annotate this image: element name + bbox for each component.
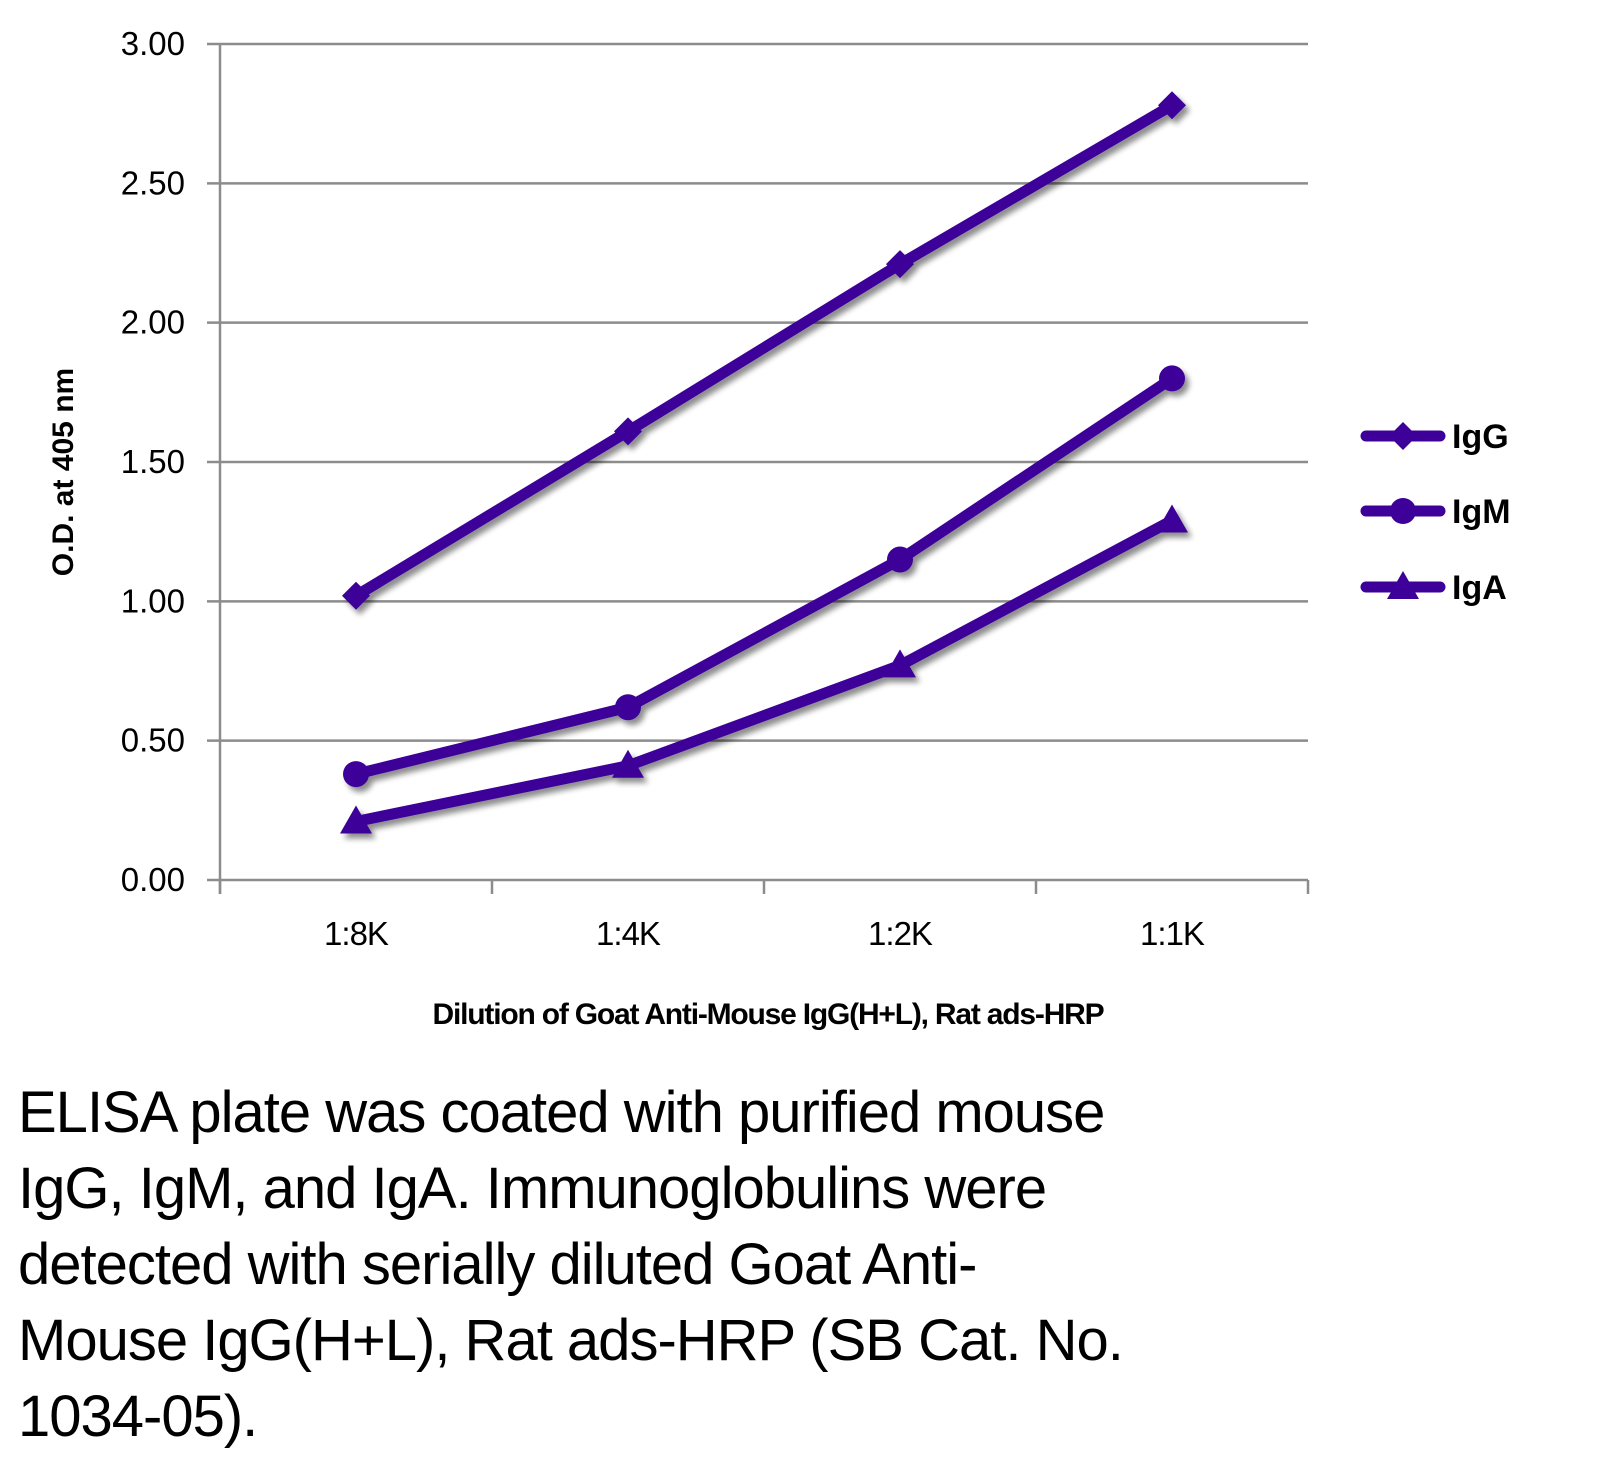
marker-circle — [1159, 365, 1185, 392]
series-group — [340, 91, 1188, 834]
y-tick-label: 2.50 — [121, 164, 185, 201]
figure-caption: ELISA plate was coated with purified mou… — [18, 1080, 1124, 1449]
x-tick-labels: 1:8K 1:4K 1:2K 1:1K — [324, 915, 1206, 952]
marker-diamond — [1158, 91, 1186, 120]
legend-item-igg: IgG — [1360, 418, 1509, 456]
y-tick-label: 3.00 — [121, 25, 185, 62]
y-tick-label: 2.00 — [121, 304, 185, 341]
y-axis-title: O.D. at 405 nm — [47, 368, 80, 576]
marker-triangle — [1156, 504, 1188, 533]
legend-label: IgM — [1452, 493, 1511, 531]
marker-diamond — [886, 250, 914, 279]
series-igg — [342, 91, 1186, 610]
gridlines — [207, 42, 1308, 882]
legend: IgG IgM IgA — [1360, 418, 1511, 607]
legend-item-igm: IgM — [1360, 493, 1511, 531]
marker-triangle — [1387, 571, 1419, 599]
marker-circle — [1390, 498, 1416, 524]
series-line — [350, 515, 1178, 827]
x-tick-label: 1:4K — [596, 915, 661, 952]
marker-circle — [615, 694, 641, 721]
x-axis-title: Dilution of Goat Anti-Mouse IgG(H+L), Ra… — [433, 998, 1104, 1031]
series-igm — [343, 365, 1185, 788]
marker-diamond — [342, 581, 370, 610]
legend-item-iga: IgA — [1360, 569, 1507, 607]
legend-label: IgG — [1452, 418, 1509, 456]
x-tick-label: 1:1K — [1140, 915, 1205, 952]
marker-diamond — [614, 417, 642, 446]
legend-label: IgA — [1452, 569, 1507, 607]
y-tick-label: 0.50 — [121, 722, 185, 759]
axes — [218, 44, 1310, 894]
chart: 0.00 0.50 1.00 1.50 2.00 2.50 3.00 1:8K 1:4K 1:2… — [47, 25, 1511, 1031]
marker-triangle — [884, 649, 916, 678]
y-tick-labels: 0.00 0.50 1.00 1.50 2.00 2.50 3.00 — [121, 25, 185, 898]
series-line — [350, 99, 1178, 602]
y-tick-label: 1.00 — [121, 582, 185, 619]
series-line — [350, 372, 1178, 780]
y-tick-label: 1.50 — [121, 443, 185, 480]
x-tick-label: 1:8K — [324, 915, 389, 952]
marker-triangle — [340, 805, 372, 834]
marker-diamond — [1389, 422, 1417, 450]
series-iga — [340, 504, 1188, 834]
marker-circle — [887, 546, 913, 573]
marker-circle — [343, 761, 369, 788]
y-tick-label: 0.00 — [121, 861, 185, 898]
x-tick-label: 1:2K — [868, 915, 933, 952]
marker-triangle — [612, 749, 644, 778]
